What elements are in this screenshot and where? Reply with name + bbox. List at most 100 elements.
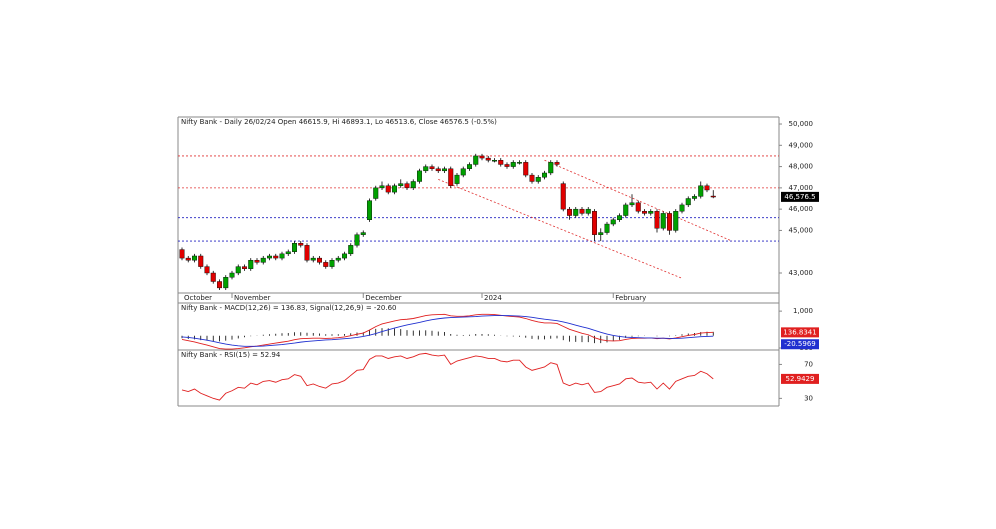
panel-title: Nifty Bank - MACD(12,26) = 136.83, Signa…	[181, 304, 397, 312]
candle-body	[485, 157, 491, 161]
candle-body	[385, 185, 391, 193]
candle-body	[292, 243, 298, 252]
panel-title: Nifty Bank - RSI(15) = 52.94	[181, 351, 281, 359]
panel-title: Nifty Bank - Daily 26/02/24 Open 46615.9…	[181, 118, 497, 126]
candle-body	[685, 198, 691, 206]
candle-body	[454, 174, 460, 184]
y-tick-label: 70	[804, 360, 813, 368]
last-value-box	[781, 339, 819, 350]
panel	[181, 352, 714, 401]
candle-body	[354, 234, 360, 246]
candle-body	[229, 272, 235, 278]
candle-body	[204, 266, 210, 274]
candle-body	[310, 257, 316, 261]
candle-body	[367, 200, 373, 220]
candle-body	[442, 168, 448, 172]
candle-body	[710, 195, 716, 198]
candle-body	[667, 213, 673, 231]
y-tick-label: 43,000	[789, 269, 814, 277]
candle-body	[579, 208, 585, 214]
candle-body	[273, 255, 279, 259]
candle-body	[335, 257, 341, 261]
candle-body	[635, 202, 641, 212]
candle-body	[254, 260, 260, 263]
x-tick-label: December	[365, 294, 401, 302]
last-price-box	[781, 191, 819, 202]
x-tick-label: November	[234, 294, 271, 302]
x-tick-label: February	[615, 294, 646, 302]
y-tick-label: 1,000	[793, 307, 813, 315]
candle-body	[179, 249, 185, 259]
candle-body	[479, 155, 485, 159]
series-line	[181, 313, 714, 350]
candle-body	[704, 185, 710, 191]
candle-body	[648, 211, 654, 214]
candle-body	[185, 257, 191, 261]
y-tick-label: 49,000	[789, 141, 814, 149]
candle-body	[423, 166, 429, 172]
candle-body	[604, 223, 610, 233]
candle-body	[673, 211, 679, 231]
candle-body	[642, 211, 648, 214]
y-tick-label: 45,000	[789, 226, 814, 234]
candle-body	[660, 213, 666, 229]
series-line	[181, 315, 714, 347]
candle-body	[504, 164, 510, 167]
candle-body	[573, 208, 579, 216]
candle-body	[210, 272, 216, 282]
candle-body	[517, 162, 523, 164]
candle-body	[548, 162, 554, 174]
candle-body	[473, 155, 479, 165]
candle-body	[379, 185, 385, 189]
candle-body	[610, 219, 616, 225]
candle-body	[429, 166, 435, 169]
candle-body	[223, 277, 229, 289]
panel	[181, 313, 714, 350]
candle-body	[585, 208, 591, 214]
series-line	[181, 352, 714, 401]
candle-body	[535, 177, 541, 182]
candle-body	[692, 196, 698, 199]
candle-body	[392, 185, 398, 193]
candle-body	[298, 243, 304, 246]
y-tick-label: 48,000	[789, 163, 814, 171]
candle-body	[467, 164, 473, 169]
candle-body	[235, 266, 241, 274]
candle-body	[198, 255, 204, 267]
candle-body	[510, 162, 516, 167]
y-tick-label: 30	[804, 394, 813, 402]
candle-body	[460, 168, 466, 176]
candle-body	[348, 245, 354, 255]
last-value-label: -20.5969	[784, 340, 815, 348]
candle-body	[398, 183, 404, 186]
candle-body	[617, 215, 623, 220]
candle-body	[342, 253, 348, 259]
candle-body	[560, 183, 566, 210]
candle-body	[542, 172, 548, 178]
candle-body	[317, 257, 323, 263]
y-tick-label: 50,000	[789, 120, 814, 128]
x-tick-label: October	[184, 294, 212, 302]
candle-body	[623, 204, 629, 216]
candle-body	[498, 160, 504, 165]
candle-body	[523, 162, 529, 176]
candle-body	[191, 255, 197, 261]
candle-body	[329, 260, 335, 267]
y-tick-label: 47,000	[789, 184, 814, 192]
last-price-label: 46,576.5	[784, 193, 815, 201]
candle-body	[629, 202, 635, 206]
candle-body	[267, 255, 273, 259]
last-value-label: 52.9429	[786, 375, 815, 383]
candle-body	[373, 187, 379, 199]
x-tick-label: 2024	[484, 294, 502, 302]
candle-body	[529, 174, 535, 182]
last-value-label: 136.8341	[783, 328, 816, 336]
candle-body	[417, 170, 423, 182]
candle-body	[304, 245, 310, 261]
candle-body	[410, 181, 416, 189]
candle-body	[598, 232, 604, 235]
candle-body	[360, 232, 366, 235]
candle-body	[260, 257, 266, 263]
last-value-box	[781, 327, 819, 338]
